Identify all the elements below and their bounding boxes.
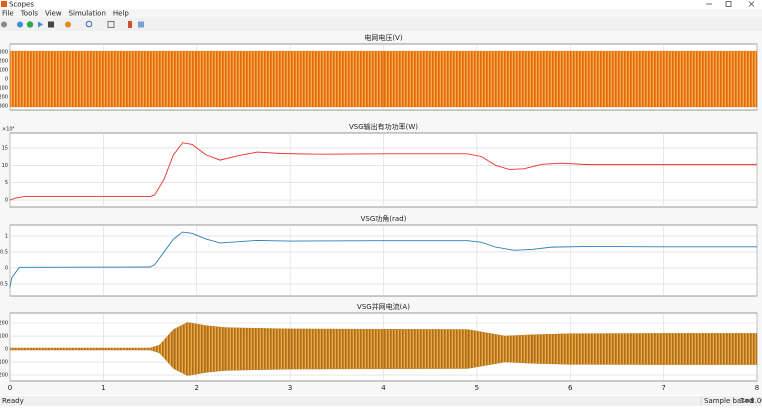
step-forward-button[interactable] <box>38 21 43 28</box>
y-tick-label: 0 <box>5 198 8 204</box>
close-button[interactable] <box>748 1 755 7</box>
signal-envelope <box>383 329 468 369</box>
menu-item[interactable]: View <box>45 10 62 18</box>
x-tick-label: 0 <box>8 384 12 392</box>
signal-envelope <box>486 332 506 366</box>
plot-title: VSG并网电流(A) <box>357 302 410 311</box>
y-tick-label: -100 <box>0 86 8 92</box>
y-tick-label: 200 <box>0 321 8 327</box>
y-tick-label: -0.5 <box>0 281 8 287</box>
status-time: T=8.000 <box>739 397 762 405</box>
signal-envelope <box>663 333 758 365</box>
run-button[interactable] <box>26 21 34 28</box>
toolbar <box>0 18 762 31</box>
maximize-button[interactable] <box>725 1 732 7</box>
x-tick-label: 3 <box>288 384 292 392</box>
signal-envelope <box>187 322 207 376</box>
menu-item[interactable]: Tools <box>20 10 39 18</box>
menu-item[interactable]: File <box>2 10 14 18</box>
plot-title: VSG功角(rad) <box>361 214 407 223</box>
signal-envelope <box>173 322 188 376</box>
y-tick-label: 0 <box>5 347 8 353</box>
menu-item[interactable]: Help <box>113 10 130 18</box>
signal-line <box>9 142 757 201</box>
signal-envelope <box>9 50 197 108</box>
signal-envelope <box>252 328 291 371</box>
y-tick-label: 200 <box>0 59 8 65</box>
x-tick-label: 7 <box>661 384 665 392</box>
signal-envelope <box>383 50 571 108</box>
y-tick-label: 100 <box>0 334 8 340</box>
status-state: Ready <box>2 397 24 405</box>
app-icon <box>1 1 7 7</box>
signal-envelope <box>467 329 487 369</box>
x-tick-label: 2 <box>195 384 199 392</box>
axis-exponent: ×10⁴ <box>2 127 15 133</box>
x-tick-label: 5 <box>475 384 479 392</box>
signal-envelope <box>504 334 534 364</box>
menu-item[interactable]: Simulation <box>69 10 106 18</box>
y-tick-label: -100 <box>0 360 8 366</box>
window-title: Scopes <box>9 1 34 9</box>
highlight-button[interactable] <box>65 21 71 28</box>
status-mode: Sample based <box>704 397 754 405</box>
settings-button[interactable] <box>1 21 7 28</box>
signal-envelope <box>224 327 253 371</box>
menu-bar <box>0 9 762 18</box>
signal-envelope <box>196 50 384 108</box>
signal-envelope <box>570 50 758 108</box>
signal-line <box>9 231 757 288</box>
signal-envelope <box>289 328 384 370</box>
y-tick-label: 100 <box>0 68 8 74</box>
plot-title: 电网电压(V) <box>364 33 403 42</box>
y-tick-label: 0 <box>5 77 8 83</box>
title-bar <box>0 0 762 9</box>
signal-envelope <box>9 347 151 351</box>
y-tick-label: 5 <box>5 180 8 186</box>
x-tick-label: 8 <box>755 384 759 392</box>
zoom-button[interactable] <box>85 20 93 28</box>
signal-envelope <box>205 325 225 373</box>
signal-envelope <box>532 333 571 365</box>
y-tick-label: -200 <box>0 95 8 101</box>
y-tick-label: 300 <box>0 50 8 56</box>
y-tick-label: -300 <box>0 104 8 110</box>
stop-button[interactable] <box>48 21 54 28</box>
status-bar <box>0 396 762 406</box>
y-tick-label: 0.5 <box>0 249 8 255</box>
signal-envelope <box>570 333 664 365</box>
plot-title: VSG输出有功功率(W) <box>349 122 418 131</box>
y-tick-label: 1 <box>5 233 8 239</box>
x-tick-label: 4 <box>381 384 386 392</box>
y-tick-label: -200 <box>0 373 8 379</box>
y-tick-label: 15 <box>2 145 8 151</box>
step-back-button[interactable] <box>17 21 23 28</box>
autoscale-button[interactable] <box>107 21 115 28</box>
x-tick-label: 6 <box>568 384 573 392</box>
y-tick-label: 0 <box>5 265 8 271</box>
y-tick-label: 10 <box>2 163 8 169</box>
x-tick-label: 1 <box>101 384 105 392</box>
trigger-button[interactable] <box>128 21 132 28</box>
measure-button[interactable] <box>138 21 144 28</box>
